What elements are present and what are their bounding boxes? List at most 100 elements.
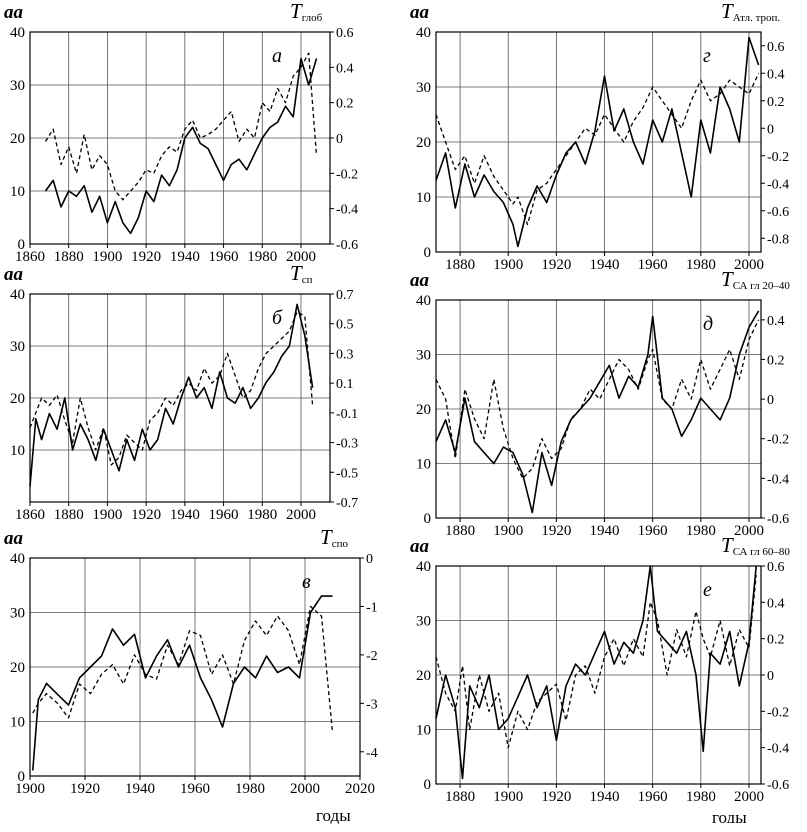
x-tick-label: 2000 xyxy=(734,257,764,273)
y-tick-label-left: 40 xyxy=(416,559,431,575)
y-tick-label-right: -0.6 xyxy=(336,238,358,253)
y-tick-label-right: 0.2 xyxy=(767,353,785,368)
x-tick-label: 2000 xyxy=(290,781,320,797)
y-tick-label-right: 0.4 xyxy=(336,61,354,76)
x-tick-label: 1960 xyxy=(180,781,210,797)
right-axis-label-sub: СА гл 20–40 xyxy=(733,280,791,292)
right-axis-label: TАтл. троп. xyxy=(721,0,780,24)
chart-panel-5: 1880 1900 1920 1940 1960 1980 2000 0 10 20 30 40 -0.… xyxy=(410,267,790,539)
y-tick-label-right: -0.2 xyxy=(767,433,789,448)
panel-letter: д xyxy=(703,313,713,335)
y-tick-label-left: 40 xyxy=(416,25,431,41)
y-tick-label-left: 10 xyxy=(416,723,431,739)
series-aa-line xyxy=(435,310,760,514)
y-tick-label-left: 20 xyxy=(416,668,431,684)
y-tick-label-left: 20 xyxy=(10,660,25,676)
y-tick-label-left: 0 xyxy=(18,769,26,785)
y-tick-label-right: 0 xyxy=(767,122,774,137)
y-tick-label-right: -0.2 xyxy=(336,167,358,182)
x-tick-label: 2020 xyxy=(345,781,375,797)
y-tick-label-right: -4 xyxy=(366,746,378,761)
y-tick-label-right: -0.5 xyxy=(336,466,358,481)
left-axis-label: aa xyxy=(4,264,24,285)
y-tick-label-right: 0.4 xyxy=(767,314,785,329)
y-tick-label-left: 40 xyxy=(10,25,25,41)
series-temperature-line xyxy=(435,575,757,749)
chart-panel-3: 1900 1920 1940 1960 1980 2000 2020 0 10 20 30 40 -4 -… xyxy=(4,525,378,797)
y-tick-label-left: 20 xyxy=(416,402,431,418)
x-tick-label: 1940 xyxy=(590,789,620,805)
y-tick-label-right: 0.6 xyxy=(767,40,785,55)
panel-letter: в xyxy=(302,571,311,593)
x-tick-label: 1900 xyxy=(92,507,122,523)
y-tick-label-left: 40 xyxy=(416,293,431,309)
y-tick-label-right: -0.6 xyxy=(767,512,789,527)
x-tick-label: 1900 xyxy=(493,789,523,805)
y-tick-label-right: -0.3 xyxy=(336,437,358,452)
y-tick-label-left: 30 xyxy=(10,339,25,355)
x-tick-label: 1920 xyxy=(541,523,571,539)
x-tick-label: 1880 xyxy=(54,507,84,523)
chart-panel-6: 1880 1900 1920 1940 1960 1980 2000 0 10 20 30 40 -0.… xyxy=(410,533,790,805)
y-tick-label-right: 0.2 xyxy=(767,633,785,648)
left-axis-label: aa xyxy=(4,528,24,549)
y-tick-label-left: 10 xyxy=(10,184,25,200)
chart-panel-1: 1860 1880 1900 1920 1940 1960 1980 2000 0 10 20 30 4… xyxy=(4,0,358,265)
panel-letter: е xyxy=(703,579,712,601)
y-tick-label-left: 20 xyxy=(10,391,25,407)
right-axis-label-sub: сп xyxy=(302,274,313,286)
y-tick-label-right: 0.2 xyxy=(767,95,785,110)
y-tick-label-left: 30 xyxy=(416,80,431,96)
plot-frame xyxy=(29,293,331,503)
x-tick-label: 1980 xyxy=(247,507,277,523)
left-axis-label: aa xyxy=(410,270,430,291)
x-tick-label: 1960 xyxy=(638,789,668,805)
y-tick-label-right: 0.4 xyxy=(767,67,785,82)
y-tick-label-left: 10 xyxy=(10,715,25,731)
y-tick-label-right: -1 xyxy=(366,600,378,615)
x-axis-title-right: годы xyxy=(712,808,747,823)
y-tick-label-right: 0.3 xyxy=(336,347,354,362)
y-tick-label-right: -0.1 xyxy=(336,407,358,422)
y-tick-label-left: 30 xyxy=(416,348,431,364)
y-tick-label-left: 10 xyxy=(10,443,25,459)
x-tick-label: 1980 xyxy=(686,789,716,805)
y-tick-label-left: 0 xyxy=(424,511,432,527)
y-tick-label-right: -0.7 xyxy=(336,496,358,511)
right-axis-label-sub: СА гл 60–80 xyxy=(733,546,791,558)
series-aa-line xyxy=(435,36,760,248)
series-aa-line xyxy=(32,595,333,771)
y-tick-label-left: 30 xyxy=(10,78,25,94)
x-tick-label: 1900 xyxy=(15,781,45,797)
y-tick-label-right: 0 xyxy=(767,393,774,408)
x-tick-label: 1980 xyxy=(686,523,716,539)
y-tick-label-right: 0.6 xyxy=(767,560,785,575)
y-tick-label-right: 0 xyxy=(767,669,774,684)
x-tick-label: 1880 xyxy=(445,789,475,805)
x-tick-label: 1920 xyxy=(541,789,571,805)
y-tick-label-right: -0.8 xyxy=(767,232,789,247)
series-temperature-line xyxy=(44,52,318,201)
y-tick-label-right: 0.1 xyxy=(336,377,354,392)
y-tick-label-right: -0.6 xyxy=(767,778,789,793)
series-aa-line xyxy=(29,303,314,487)
plot-frame xyxy=(435,299,762,519)
y-tick-label-right: 0 xyxy=(336,132,343,147)
x-tick-label: 1940 xyxy=(170,249,200,265)
y-tick-label-right: -2 xyxy=(366,649,378,664)
y-tick-label-left: 20 xyxy=(416,135,431,151)
y-tick-label-right: 0.6 xyxy=(336,26,354,41)
chart-panel-4: 1880 1900 1920 1940 1960 1980 2000 0 10 20 30 40 -0.… xyxy=(410,0,789,273)
x-tick-label: 2000 xyxy=(734,523,764,539)
series-temperature-line xyxy=(29,311,314,466)
x-tick-label: 1980 xyxy=(235,781,265,797)
x-tick-label: 1880 xyxy=(445,257,475,273)
x-tick-label: 1900 xyxy=(493,523,523,539)
y-tick-label-left: 10 xyxy=(416,457,431,473)
series-temperature-line xyxy=(435,73,760,226)
right-axis-label-sub: глоб xyxy=(302,12,323,24)
series-temperature-line xyxy=(435,319,760,480)
right-axis-label-sub: Атл. троп. xyxy=(733,12,781,24)
y-tick-label-left: 30 xyxy=(10,606,25,622)
